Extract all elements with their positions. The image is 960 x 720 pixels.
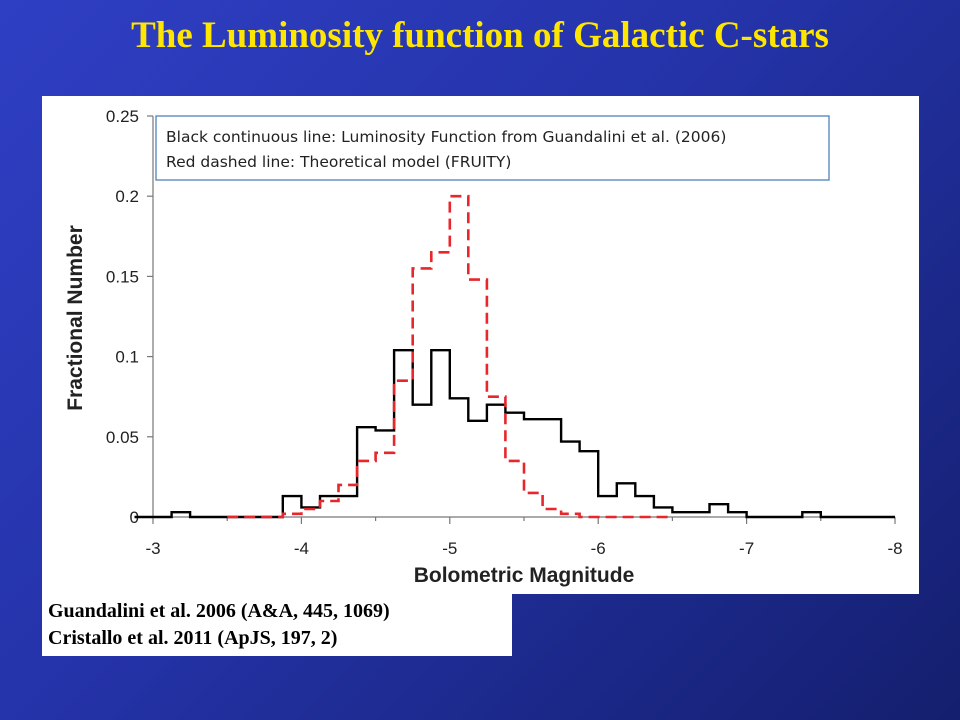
observed-lf-line bbox=[134, 349, 895, 519]
x-tick-label: -5 bbox=[442, 539, 457, 558]
reference-line: Guandalini et al. 2006 (A&A, 445, 1069) bbox=[48, 600, 390, 622]
x-axis-label: Bolometric Magnitude bbox=[414, 564, 635, 587]
y-tick-label: 0.2 bbox=[115, 187, 139, 206]
chart-panel: 0 0.05 0.1 0.15 0.2 0.25 -3 -4 -5 -6 -7 -8 Black co… bbox=[42, 96, 919, 594]
y-tick-label: 0.1 bbox=[115, 348, 139, 367]
x-tick-label: -6 bbox=[591, 539, 606, 558]
y-tick-label: 0 bbox=[130, 508, 139, 527]
legend-entry: Red dashed line: Theoretical model (FRUI… bbox=[166, 153, 511, 171]
reference-line: Cristallo et al. 2011 (ApJS, 197, 2) bbox=[48, 627, 338, 649]
legend-box bbox=[155, 115, 830, 181]
fruity-model-line bbox=[227, 194, 673, 519]
x-tick-label: -7 bbox=[739, 539, 754, 558]
slide-title: The Luminosity function of Galactic C-st… bbox=[131, 15, 829, 56]
series-layer bbox=[134, 194, 895, 519]
legend: Black continuous line: Luminosity Functi… bbox=[155, 115, 830, 181]
y-tick-label: 0.25 bbox=[106, 107, 139, 126]
luminosity-function-chart: 0 0.05 0.1 0.15 0.2 0.25 -3 -4 -5 -6 -7 -8 Black co… bbox=[64, 107, 903, 587]
x-tick-label: -3 bbox=[145, 539, 160, 558]
y-tick-label: 0.15 bbox=[106, 267, 139, 286]
legend-entry: Black continuous line: Luminosity Functi… bbox=[166, 128, 726, 146]
x-tick-label: -4 bbox=[294, 539, 309, 558]
y-axis-label: Fractional Number bbox=[64, 225, 87, 411]
y-tick-label: 0.05 bbox=[106, 428, 139, 447]
x-tick-label: -8 bbox=[887, 539, 902, 558]
references-box: Guandalini et al. 2006 (A&A, 445, 1069) … bbox=[42, 594, 512, 656]
